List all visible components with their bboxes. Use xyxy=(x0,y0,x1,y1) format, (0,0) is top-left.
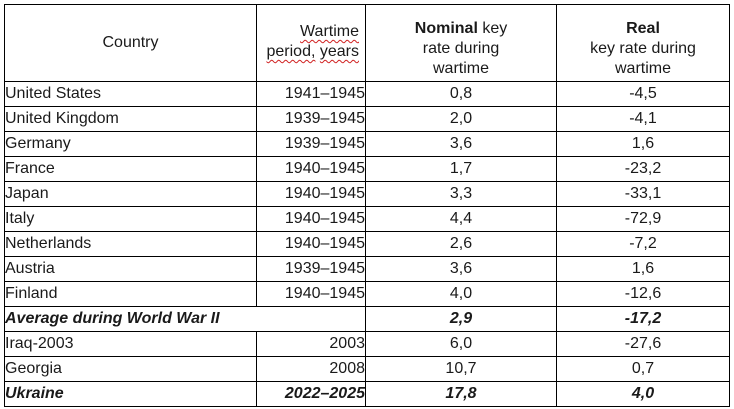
cell-country: Italy xyxy=(4,206,257,232)
table-row: Netherlands 1940–1945 2,6 -7,2 xyxy=(4,231,730,257)
cell-nominal-rate: 3,6 xyxy=(365,256,557,282)
cell-nominal-rate: 3,6 xyxy=(365,131,557,157)
cell-country: Austria xyxy=(4,256,257,282)
cell-real-rate: 1,6 xyxy=(556,131,730,157)
header-real-line2: key rate during xyxy=(590,40,696,57)
cell-nominal-rate: 10,7 xyxy=(365,356,557,382)
header-real-bold: Real xyxy=(626,20,660,37)
header-real-line3: wartime xyxy=(614,60,671,77)
cell-country: Ukraine xyxy=(4,381,257,407)
cell-period: 1940–1945 xyxy=(256,281,366,307)
cell-country: Japan xyxy=(4,181,257,207)
table-row: France 1940–1945 1,7 -23,2 xyxy=(4,156,730,182)
table-row: Austria 1939–1945 3,6 1,6 xyxy=(4,256,730,282)
header-period-word-years: years xyxy=(319,43,359,60)
cell-real-rate: -4,1 xyxy=(556,106,730,132)
cell-period: 1939–1945 xyxy=(256,256,366,282)
header-nominal-line2: rate during xyxy=(422,40,500,57)
average-real-rate: -17,2 xyxy=(556,306,730,332)
cell-real-rate: -27,6 xyxy=(556,331,730,357)
cell-period: 1940–1945 xyxy=(256,156,366,182)
header-period-line1: Wartime xyxy=(300,23,359,40)
cell-country: Finland xyxy=(4,281,257,307)
header-wartime-period: Wartime period, years xyxy=(256,4,366,82)
table-row: Italy 1940–1945 4,4 -72,9 xyxy=(4,206,730,232)
cell-period: 2008 xyxy=(256,356,366,382)
header-nominal-line3: wartime xyxy=(432,60,489,77)
cell-real-rate: -72,9 xyxy=(556,206,730,232)
cell-period: 1940–1945 xyxy=(256,206,366,232)
cell-real-rate: 1,6 xyxy=(556,256,730,282)
table-row: Finland 1940–1945 4,0 -12,6 xyxy=(4,281,730,307)
cell-nominal-rate: 0,8 xyxy=(365,81,557,107)
average-row: Average during World War II 2,9 -17,2 xyxy=(4,306,730,332)
average-nominal-rate: 2,9 xyxy=(365,306,557,332)
cell-period: 1941–1945 xyxy=(256,81,366,107)
table-row: Japan 1940–1945 3,3 -33,1 xyxy=(4,181,730,207)
key-rate-table: Country Wartime period, years Nominal ke… xyxy=(4,4,730,407)
cell-nominal-rate: 1,7 xyxy=(365,156,557,182)
cell-period: 1940–1945 xyxy=(256,231,366,257)
cell-nominal-rate: 17,8 xyxy=(365,381,557,407)
header-country: Country xyxy=(4,4,257,82)
header-period-word-period: period, xyxy=(266,43,316,60)
cell-real-rate: -7,2 xyxy=(556,231,730,257)
table-row: United Kingdom 1939–1945 2,0 -4,1 xyxy=(4,106,730,132)
table-row: Georgia 2008 10,7 0,7 xyxy=(4,356,730,382)
header-nominal-rate: Nominal key rate during wartime xyxy=(365,4,557,82)
cell-period: 1940–1945 xyxy=(256,181,366,207)
cell-nominal-rate: 2,0 xyxy=(365,106,557,132)
cell-real-rate: 0,7 xyxy=(556,356,730,382)
cell-country: United Kingdom xyxy=(4,106,257,132)
cell-country: Georgia xyxy=(4,356,257,382)
cell-nominal-rate: 2,6 xyxy=(365,231,557,257)
cell-period: 2022–2025 xyxy=(256,381,366,407)
cell-real-rate: -23,2 xyxy=(556,156,730,182)
header-nominal-bold: Nominal xyxy=(414,20,478,37)
cell-nominal-rate: 3,3 xyxy=(365,181,557,207)
table-row: United States 1941–1945 0,8 -4,5 xyxy=(4,81,730,107)
cell-period: 1939–1945 xyxy=(256,131,366,157)
cell-real-rate: -4,5 xyxy=(556,81,730,107)
cell-nominal-rate: 6,0 xyxy=(365,331,557,357)
table-row: Iraq-2003 2003 6,0 -27,6 xyxy=(4,331,730,357)
cell-country: United States xyxy=(4,81,257,107)
cell-period: 1939–1945 xyxy=(256,106,366,132)
cell-real-rate: 4,0 xyxy=(556,381,730,407)
cell-real-rate: -33,1 xyxy=(556,181,730,207)
cell-country: France xyxy=(4,156,257,182)
table-row: Germany 1939–1945 3,6 1,6 xyxy=(4,131,730,157)
cell-country: Germany xyxy=(4,131,257,157)
header-row: Country Wartime period, years Nominal ke… xyxy=(4,4,730,82)
header-nominal-line1-rest: key xyxy=(477,20,508,37)
cell-country: Netherlands xyxy=(4,231,257,257)
cell-period: 2003 xyxy=(256,331,366,357)
cell-nominal-rate: 4,0 xyxy=(365,281,557,307)
cell-nominal-rate: 4,4 xyxy=(365,206,557,232)
cell-country: Iraq-2003 xyxy=(4,331,257,357)
ukraine-row: Ukraine 2022–2025 17,8 4,0 xyxy=(4,381,730,407)
header-real-rate: Real key rate during wartime xyxy=(556,4,730,82)
average-label: Average during World War II xyxy=(4,306,366,332)
cell-real-rate: -12,6 xyxy=(556,281,730,307)
